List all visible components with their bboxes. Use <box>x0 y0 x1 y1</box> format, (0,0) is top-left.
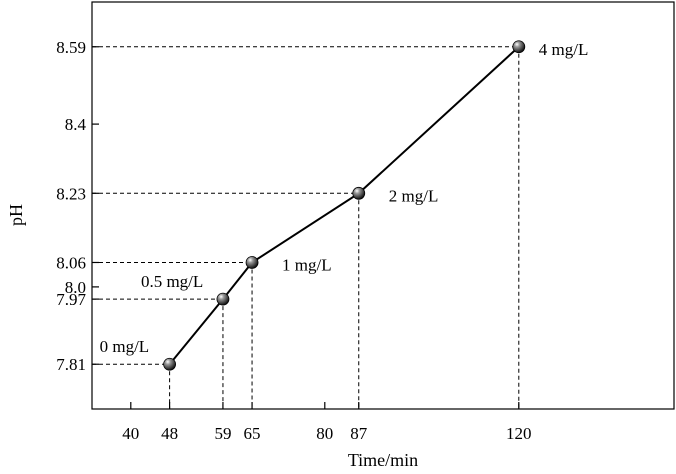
y-tick-label: 8.0 <box>65 278 86 297</box>
plot-frame <box>91 1 675 410</box>
x-tick-label: 80 <box>316 424 333 443</box>
y-tick-label: 7.97 <box>56 290 86 309</box>
y-tick-label: 8.06 <box>56 253 86 272</box>
data-point-marker <box>245 256 259 269</box>
y-ticks-layer: 7.81 7.978.0 8.06 8.23 8.4 8.59 <box>56 38 99 374</box>
x-tick-label: 40 <box>122 424 139 443</box>
y-tick-label: 8.59 <box>56 38 86 57</box>
data-point-marker <box>512 40 526 54</box>
data-point-label: 0.5 mg/L <box>141 272 203 291</box>
y-axis-label: pH <box>6 204 26 226</box>
x-axis-label: Time/min <box>348 450 418 470</box>
y-tick-label: 8.23 <box>56 184 86 203</box>
series-layer <box>168 46 520 365</box>
data-point-label: 1 mg/L <box>282 255 332 274</box>
point-labels-layer: 0 mg/L 0.5 mg/L 1 mg/L 2 mg/L 4 mg/L <box>100 40 589 356</box>
x-tick-label: 65 <box>244 424 261 443</box>
markers-layer <box>163 40 526 371</box>
x-tick-label: 59 <box>214 424 231 443</box>
data-point-marker <box>352 186 366 200</box>
x-tick-label: 87 <box>350 424 368 443</box>
y-tick-label: 7.81 <box>56 355 86 374</box>
x-tick-label: 48 <box>161 424 178 443</box>
series-line <box>168 46 520 365</box>
data-point-marker <box>216 292 230 306</box>
y-tick-label: 8.4 <box>65 115 87 134</box>
data-point-label: 4 mg/L <box>539 40 589 59</box>
data-point-label: 2 mg/L <box>389 186 439 205</box>
x-tick-label: 120 <box>506 424 532 443</box>
data-point-marker <box>163 357 177 371</box>
data-point-label: 0 mg/L <box>100 337 150 356</box>
guide-lines-layer <box>92 46 520 409</box>
x-ticks-layer: 40 48 59 65 80 87 120 <box>122 402 532 443</box>
